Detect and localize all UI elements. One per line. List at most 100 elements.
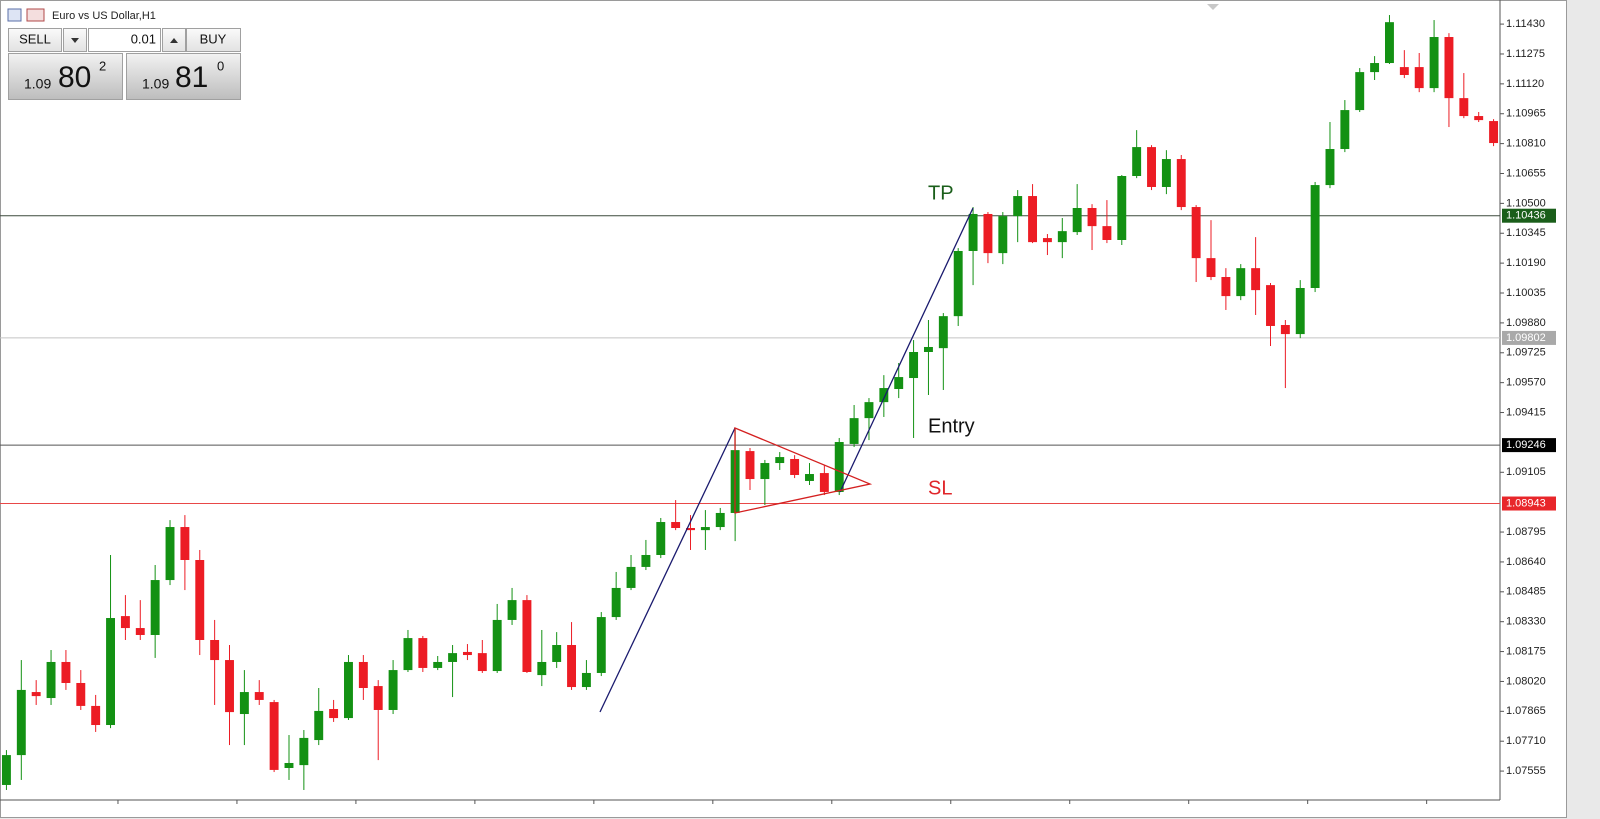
buy-button[interactable]	[186, 28, 241, 52]
up-arrow	[170, 38, 178, 43]
candle-body	[552, 645, 562, 662]
candle-body	[477, 653, 487, 672]
candle-body	[269, 702, 279, 770]
level-label: 1.09802	[1506, 332, 1546, 344]
candle-body	[1295, 288, 1305, 335]
candle-body	[1013, 196, 1023, 217]
candle-body	[656, 522, 666, 555]
candle-body	[239, 692, 249, 715]
buy-label[interactable]: BUY	[200, 31, 227, 46]
candle-body	[106, 618, 115, 726]
y-tick-label: 1.08640	[1506, 556, 1546, 568]
candle-body	[849, 418, 859, 444]
y-tick-label: 1.11430	[1506, 18, 1545, 30]
candle-body	[1147, 147, 1156, 187]
candle-body	[1444, 37, 1454, 99]
ask-big: 1.09	[142, 76, 169, 92]
candle-body	[1280, 325, 1290, 335]
candle-body	[1102, 226, 1112, 240]
down-arrow	[71, 38, 79, 43]
annotation-sl: SL	[928, 477, 952, 499]
candle-body	[834, 442, 844, 492]
candle-body	[1117, 176, 1127, 240]
sell-button[interactable]	[8, 28, 62, 52]
y-tick-label: 1.11120	[1506, 78, 1544, 90]
y-tick-label: 1.10655	[1506, 167, 1546, 179]
y-tick-label: 1.09105	[1506, 466, 1546, 478]
candle-body	[314, 710, 324, 741]
y-tick-label: 1.09415	[1506, 406, 1546, 418]
candle-body	[46, 661, 56, 699]
candle-body	[671, 522, 681, 528]
candle-body	[507, 600, 517, 620]
projection-line	[839, 207, 974, 493]
lot-input[interactable]	[88, 28, 161, 52]
y-tick-label: 1.07865	[1506, 705, 1546, 717]
y-tick-label: 1.09880	[1506, 317, 1546, 329]
candle-body	[195, 560, 205, 640]
flagpole-line	[599, 427, 736, 713]
candle-body	[1370, 63, 1380, 73]
candle-body	[31, 692, 41, 697]
ask-pips: 81	[175, 61, 208, 94]
sell-label[interactable]: SELL	[19, 31, 51, 46]
level-label-bg	[1502, 496, 1556, 511]
candle-body	[909, 352, 919, 379]
candle-body	[299, 737, 309, 766]
candle-body	[1251, 268, 1261, 291]
candle-body	[596, 617, 606, 673]
candle-body	[1399, 67, 1409, 75]
bid-big: 1.09	[24, 76, 51, 92]
candle-body	[953, 250, 963, 317]
candle-body	[1429, 37, 1439, 89]
candle-body	[1266, 285, 1275, 326]
y-tick-label: 1.10035	[1506, 287, 1546, 299]
candle-body	[745, 451, 755, 480]
bid-box[interactable]	[8, 53, 123, 100]
candle-body	[1176, 159, 1186, 208]
pennant-triangle	[734, 427, 873, 514]
candle-body	[1340, 110, 1350, 150]
candle-body	[254, 692, 264, 700]
candle-body	[790, 458, 800, 475]
candle-body	[760, 463, 770, 480]
icon-flag	[26, 8, 45, 22]
candle-body	[1459, 98, 1469, 117]
bid-point: 2	[99, 58, 106, 73]
price-axis: 1.11430 1.11275 1.11120 1.10965 1.10810 1.106…	[1500, 18, 1556, 777]
candle-body	[968, 213, 978, 251]
candle-body	[16, 689, 26, 756]
candle-body	[611, 587, 621, 618]
candle-body	[522, 600, 532, 672]
candle-body	[462, 651, 472, 656]
candle-body	[433, 661, 443, 668]
candle-body	[1489, 121, 1499, 144]
candle-body	[120, 616, 130, 629]
candle-body	[1072, 208, 1082, 233]
candle-body	[1221, 277, 1231, 297]
trade-panel: Euro vs US Dollar,H1 SELL 0.01 BUY 1.09 …	[7, 8, 241, 100]
candle-body	[864, 402, 874, 419]
y-tick-label: 1.07710	[1506, 735, 1546, 747]
candle-body	[1028, 196, 1038, 243]
icon-table	[7, 8, 22, 22]
candle-body	[1355, 72, 1365, 111]
y-tick-label: 1.11275	[1506, 48, 1545, 60]
candle-body	[91, 705, 101, 726]
drawings	[599, 207, 974, 713]
annotation-tp: TP	[928, 182, 954, 204]
ask-box[interactable]	[126, 53, 241, 100]
level-label: 1.08943	[1506, 497, 1546, 509]
candle-body	[284, 762, 294, 768]
y-tick-label: 1.10190	[1506, 257, 1546, 269]
candle-body	[210, 640, 220, 661]
bid-pips: 80	[58, 61, 91, 94]
shift-marker	[1207, 4, 1219, 10]
candle-body	[358, 661, 368, 688]
y-tick-label: 1.10345	[1506, 227, 1546, 239]
candle-body	[180, 527, 190, 560]
y-tick-label: 1.08020	[1506, 675, 1546, 687]
candle-body	[819, 473, 829, 492]
candle-body	[1310, 185, 1320, 288]
